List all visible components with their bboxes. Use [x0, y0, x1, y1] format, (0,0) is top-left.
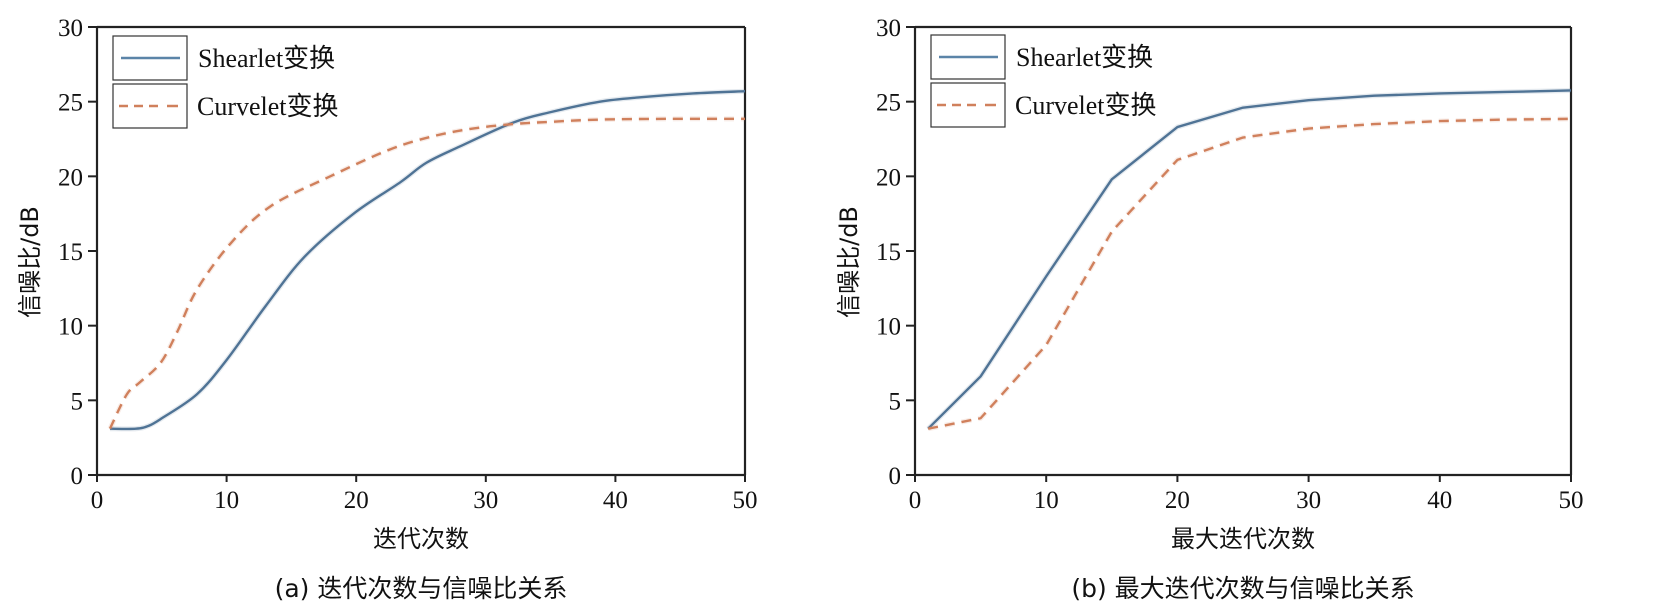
x-tick-label: 30 [1296, 487, 1321, 514]
panel-a-caption: (a) 迭代次数与信噪比关系 [275, 574, 568, 603]
y-tick-label: 20 [876, 164, 901, 191]
panel-a-ylabel: 信噪比/dB [16, 206, 44, 318]
y-tick-label: 5 [889, 388, 902, 415]
series-halo [927, 116, 1572, 432]
legend-label-curvelet: Curvelet变换 [1015, 91, 1157, 120]
x-tick-label: 0 [909, 487, 922, 514]
panel-a: 0 10 20 30 40 50 0 5 10 15 20 25 30 Shearlet变换 Curve… [16, 15, 758, 603]
panel-b-xlabel: 最大迭代次数 [1171, 525, 1315, 553]
panel-b-series [926, 87, 1572, 432]
series-halo [109, 88, 746, 432]
panel-a-axes: 0 10 20 30 40 50 0 5 10 15 20 25 30 [58, 15, 758, 514]
x-tick-label: 50 [1559, 487, 1584, 514]
series-line-curvelet [927, 117, 1572, 430]
x-tick-label: 20 [1165, 487, 1190, 514]
x-tick-label: 10 [214, 487, 239, 514]
x-tick-label: 20 [344, 487, 369, 514]
legend-label-shearlet: Shearlet变换 [198, 44, 335, 73]
y-tick-label: 15 [58, 239, 83, 266]
panel-b-caption: (b) 最大迭代次数与信噪比关系 [1071, 574, 1414, 603]
panel-a-xlabel: 迭代次数 [373, 525, 469, 553]
y-tick-label: 0 [71, 463, 84, 490]
series-halo [926, 87, 1572, 431]
y-tick-label: 25 [876, 90, 901, 117]
y-tick-label: 30 [876, 15, 901, 42]
y-tick-label: 30 [58, 15, 83, 42]
legend-label-curvelet: Curvelet变换 [197, 92, 339, 121]
x-tick-label: 40 [1427, 487, 1452, 514]
y-tick-label: 20 [58, 164, 83, 191]
panel-b-axes: 0 10 20 30 40 50 0 5 10 15 20 25 30 [876, 15, 1584, 514]
y-tick-label: 25 [58, 90, 83, 117]
y-tick-label: 0 [889, 463, 902, 490]
legend-label-shearlet: Shearlet变换 [1016, 43, 1153, 72]
panel-a-series [107, 88, 746, 432]
panel-b-ylabel: 信噪比/dB [835, 206, 863, 318]
x-tick-label: 50 [733, 487, 758, 514]
x-tick-label: 10 [1034, 487, 1059, 514]
series-line-curvelet [108, 117, 746, 430]
y-tick-label: 10 [876, 314, 901, 341]
panel-a-legend: Shearlet变换 Curvelet变换 [112, 35, 339, 129]
y-tick-label: 5 [71, 388, 84, 415]
y-tick-label: 15 [876, 239, 901, 266]
x-tick-label: 0 [91, 487, 104, 514]
panel-b-legend: Shearlet变换 Curvelet变换 [930, 34, 1157, 128]
series-line-shearlet [109, 90, 746, 431]
x-tick-label: 30 [473, 487, 498, 514]
series-line-shearlet [927, 89, 1572, 430]
x-tick-label: 40 [603, 487, 628, 514]
y-tick-label: 10 [58, 314, 83, 341]
panel-b: 0 10 20 30 40 50 0 5 10 15 20 25 30 Shearlet变换 Curve… [835, 15, 1584, 603]
